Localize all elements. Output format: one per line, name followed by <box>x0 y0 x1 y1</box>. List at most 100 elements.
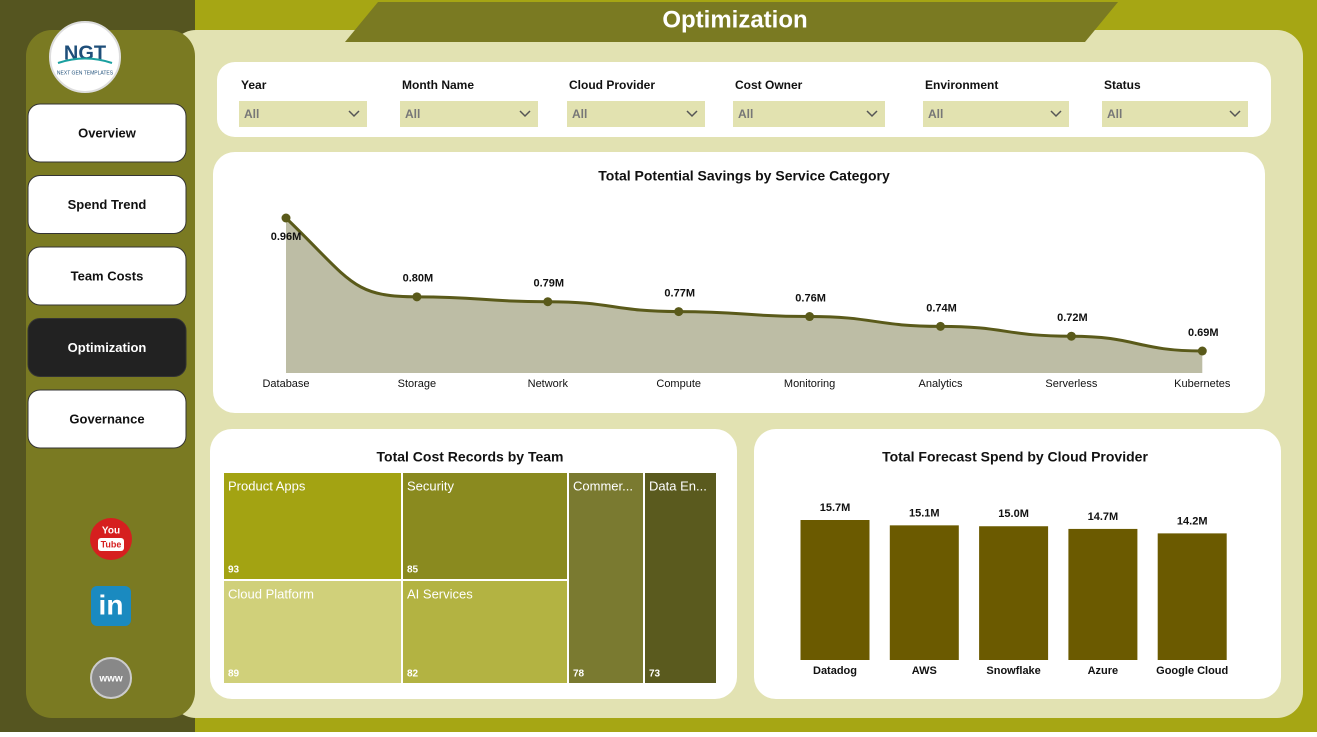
filter-value: All <box>244 107 259 121</box>
x-tick-label: Monitoring <box>784 378 835 390</box>
filter-dropdown[interactable] <box>733 101 885 127</box>
filter-label: Status <box>1104 78 1141 92</box>
bar <box>1068 528 1138 660</box>
logo <box>49 21 121 93</box>
x-tick-label: Azure <box>1088 665 1119 677</box>
youtube-tube <box>98 538 124 551</box>
dropdown-chevron <box>866 110 878 118</box>
treemap-value: 93 <box>228 565 240 576</box>
data-point <box>543 297 553 307</box>
treemap-value: 89 <box>228 669 240 680</box>
youtube-text: You <box>102 526 120 537</box>
x-tick-label: Google Cloud <box>1156 665 1228 677</box>
x-tick-label: Storage <box>398 378 437 390</box>
treemap-label: Commer... <box>573 478 633 493</box>
nav-button[interactable] <box>27 246 187 306</box>
data-point <box>412 292 422 302</box>
x-tick-label: Network <box>528 378 569 390</box>
treemap-label: Product Apps <box>228 478 306 493</box>
data-label: 0.80M <box>403 273 434 285</box>
filter-label: Cloud Provider <box>569 78 655 92</box>
x-tick-label: Serverless <box>1045 378 1097 390</box>
area-panel <box>213 152 1265 413</box>
logo-name: NGT <box>64 42 106 64</box>
data-label: 0.74M <box>926 302 957 314</box>
page-title: Optimization <box>662 6 807 33</box>
dropdown-chevron <box>1050 110 1062 118</box>
treemap-cell <box>224 581 401 683</box>
treemap-value: 82 <box>407 669 419 680</box>
filter-dropdown[interactable] <box>239 101 367 127</box>
x-tick-label: AWS <box>912 665 937 677</box>
data-label: 0.79M <box>534 278 565 290</box>
nav-button[interactable] <box>27 103 187 163</box>
filter-label: Environment <box>925 78 998 92</box>
bar <box>979 526 1049 660</box>
nav-label: Optimization <box>68 340 147 355</box>
nav-button[interactable] <box>27 389 187 449</box>
nav-label: Team Costs <box>71 268 144 283</box>
treemap-cell <box>224 473 401 579</box>
data-label: 0.77M <box>664 287 695 299</box>
treemap-value: 85 <box>407 565 419 576</box>
treemap-label: AI Services <box>407 586 473 601</box>
filter-label: Cost Owner <box>735 78 803 92</box>
bar <box>800 520 870 660</box>
treemap-cell <box>403 581 567 683</box>
treemap-label: Security <box>407 478 454 493</box>
data-point <box>1197 346 1207 356</box>
web-text: www <box>98 674 123 685</box>
treemap-value: 73 <box>649 669 661 680</box>
logo-swoosh <box>57 57 113 64</box>
logo-tagline: NEXT GEN TEMPLATES <box>57 70 114 76</box>
filter-value: All <box>738 107 753 121</box>
treemap-cell <box>403 473 567 579</box>
youtube-text: Tube <box>101 539 122 549</box>
linkedin-text: in <box>99 589 124 620</box>
nav-button[interactable] <box>27 318 187 377</box>
nav-button[interactable] <box>27 175 187 234</box>
dropdown-chevron <box>348 110 360 118</box>
x-tick-label: Compute <box>656 378 701 390</box>
filter-dropdown[interactable] <box>923 101 1069 127</box>
filter-label: Month Name <box>402 78 474 92</box>
data-label: 14.2M <box>1177 515 1208 527</box>
chart-title: Total Cost Records by Team <box>377 449 564 465</box>
treemap-value: 78 <box>573 669 585 680</box>
data-point <box>281 213 291 223</box>
x-tick-label: Analytics <box>918 378 963 390</box>
filter-dropdown[interactable] <box>400 101 538 127</box>
treemap-cell <box>645 473 716 683</box>
data-point <box>805 312 815 322</box>
filter-value: All <box>1107 107 1122 121</box>
data-label: 14.7M <box>1088 511 1119 523</box>
data-point <box>674 307 684 317</box>
filter-value: All <box>572 107 587 121</box>
filter-label: Year <box>241 78 267 92</box>
x-tick-label: Datadog <box>813 665 857 677</box>
data-label: 0.76M <box>795 292 826 304</box>
area-fill <box>286 218 1203 373</box>
treemap-cell <box>569 473 643 683</box>
nav-label: Governance <box>69 411 144 426</box>
dropdown-chevron <box>1229 110 1241 118</box>
data-label: 0.72M <box>1057 312 1088 324</box>
web-icon[interactable] <box>90 657 132 699</box>
data-label: 15.7M <box>820 502 851 514</box>
treemap-label: Data En... <box>649 478 707 493</box>
filter-value: All <box>405 107 420 121</box>
dropdown-chevron <box>686 110 698 118</box>
linkedin-icon[interactable] <box>91 586 131 626</box>
data-point <box>1066 331 1076 341</box>
treemap-label: Cloud Platform <box>228 586 314 601</box>
chart-title: Total Potential Savings by Service Categ… <box>598 168 890 184</box>
filter-dropdown[interactable] <box>567 101 705 127</box>
data-point <box>936 321 945 331</box>
x-tick-label: Snowflake <box>986 665 1040 677</box>
filter-dropdown[interactable] <box>1102 101 1248 127</box>
chart-title: Total Forecast Spend by Cloud Provider <box>882 449 1148 465</box>
nav-label: Overview <box>78 125 137 140</box>
nav-label: Spend Trend <box>68 197 147 212</box>
data-label: 15.1M <box>909 507 940 519</box>
